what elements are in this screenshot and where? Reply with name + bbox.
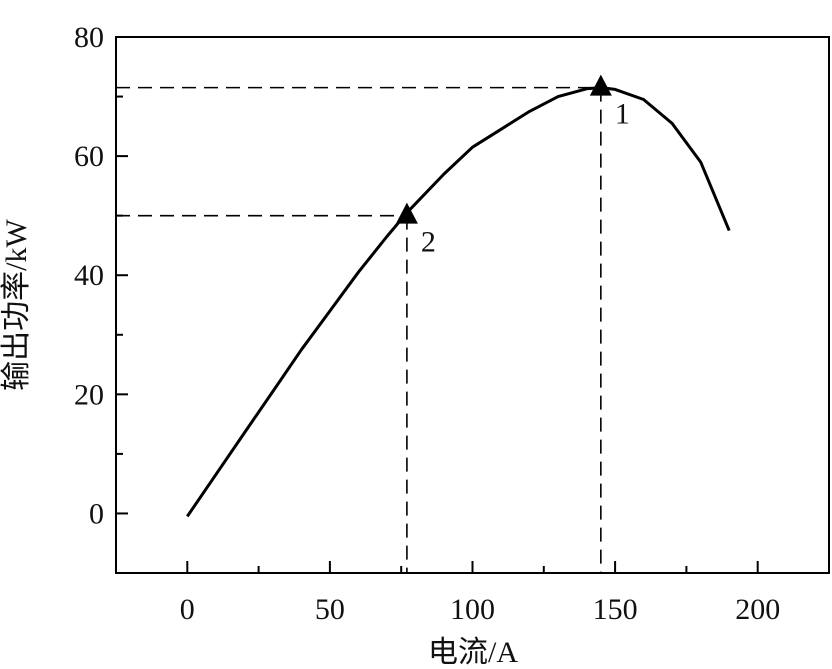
plot-frame: [115, 36, 830, 574]
x-tick-label: 50: [315, 593, 345, 626]
y-tick-label: 60: [74, 140, 104, 173]
y-axis-title: 输出功率/kW: [0, 218, 33, 390]
y-tick-label: 20: [74, 378, 104, 411]
axis-tick-labels: 0 50 100 150 200 0 20 40 60 80: [74, 21, 780, 626]
point-markers: 12: [395, 74, 630, 259]
dashed-guide-lines: [116, 86, 602, 573]
y-tick-label: 40: [74, 259, 104, 292]
x-tick-label: 0: [180, 593, 195, 626]
triangle-marker-icon: [589, 74, 612, 96]
x-tick-label: 200: [735, 593, 780, 626]
x-tick-label: 150: [593, 593, 638, 626]
y-tick-label: 80: [74, 21, 104, 54]
y-tick-label: 0: [89, 497, 104, 530]
power-curve: [186, 86, 731, 518]
axis-ticks: [116, 36, 759, 573]
point-label: 1: [615, 98, 630, 131]
point-label: 2: [421, 226, 436, 259]
x-axis-title: 电流/A: [428, 636, 518, 669]
x-tick-label: 100: [450, 593, 495, 626]
triangle-marker-icon: [395, 202, 418, 224]
